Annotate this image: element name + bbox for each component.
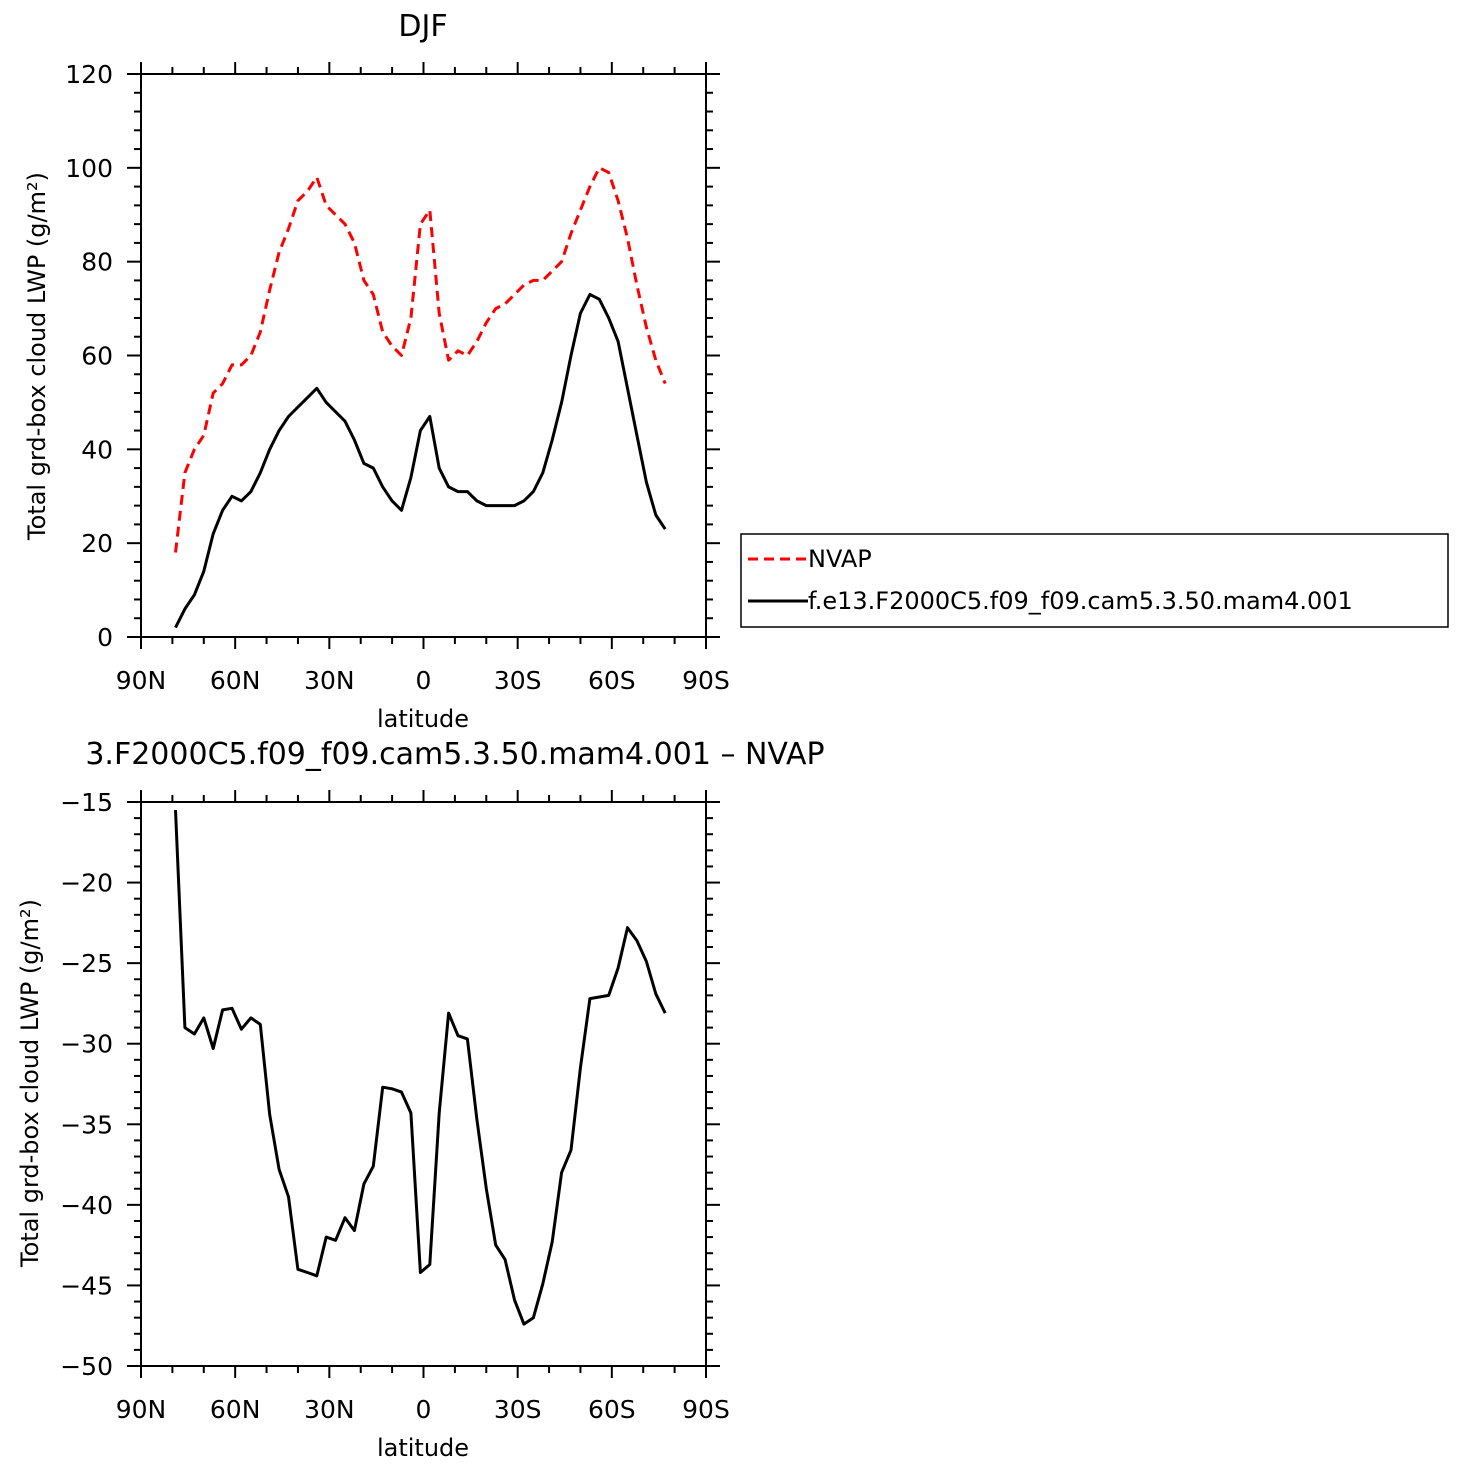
x-tick-label: 60N <box>210 666 261 695</box>
x-tick-label: 90N <box>116 666 167 695</box>
x-tick-label: 30N <box>304 666 355 695</box>
y-tick-label: −40 <box>60 1191 113 1220</box>
plot-frame <box>140 801 707 1367</box>
bottom-plot-area: 90N 60N 30N 0 30S 60S 90S −50 −45 −40 −35 −30 −25 −20… <box>60 788 730 1424</box>
y-tick-label: 0 <box>97 623 113 652</box>
series-line-0-0 <box>174 166 667 553</box>
y-tick-label: 120 <box>65 60 113 89</box>
y-tick-label: 80 <box>81 248 113 277</box>
bottom-y-axis-label: Total grd-box cloud LWP (g/m²) <box>16 899 44 1268</box>
y-tick-label: 40 <box>81 435 113 464</box>
legend-box <box>740 533 1449 628</box>
y-tick-label: −35 <box>60 1110 113 1139</box>
top-x-axis-label: latitude <box>377 705 469 733</box>
x-tick-label: 60N <box>210 1395 261 1424</box>
top-line-chart: DJF 90N 60N 30N 0 30S 60S 90S 0 20 40 60 80 100 120 l… <box>23 9 1449 733</box>
y-tick-label: 20 <box>81 529 113 558</box>
series-line-1-0 <box>174 810 667 1326</box>
x-tick-label: 90S <box>682 666 730 695</box>
legend-nvap-label: NVAP <box>808 545 872 573</box>
top-y-axis-label: Total grd-box cloud LWP (g/m²) <box>23 172 51 541</box>
top-plot-area: 90N 60N 30N 0 30S 60S 90S 0 20 40 60 80 100 120 <box>65 60 730 695</box>
x-tick-label: 30S <box>494 666 542 695</box>
series-line-0-1 <box>174 293 667 629</box>
x-tick-label: 90N <box>116 1395 167 1424</box>
bottom-chart-title: 3.F2000C5.f09_f09.cam5.3.50.mam4.001 – N… <box>85 737 824 772</box>
y-tick-label: −50 <box>60 1352 113 1381</box>
top-chart-legend: NVAP f.e13.F2000C5.f09_f09.cam5.3.50.mam… <box>740 533 1449 628</box>
x-tick-label: 0 <box>416 1395 432 1424</box>
x-tick-label: 90S <box>682 1395 730 1424</box>
x-tick-label: 30N <box>304 1395 355 1424</box>
y-tick-label: −20 <box>60 869 113 898</box>
legend-model-label: f.e13.F2000C5.f09_f09.cam5.3.50.mam4.001 <box>808 587 1353 615</box>
y-tick-label: −25 <box>60 949 113 978</box>
y-tick-label: −15 <box>60 788 113 817</box>
y-tick-label: −45 <box>60 1271 113 1300</box>
bottom-line-chart: 3.F2000C5.f09_f09.cam5.3.50.mam4.001 – N… <box>16 737 825 1462</box>
x-tick-label: 30S <box>494 1395 542 1424</box>
y-tick-label: −30 <box>60 1030 113 1059</box>
x-tick-label: 60S <box>588 666 636 695</box>
top-chart-title: DJF <box>398 9 447 44</box>
y-tick-label: 60 <box>81 342 113 371</box>
x-tick-label: 0 <box>416 666 432 695</box>
x-tick-label: 60S <box>588 1395 636 1424</box>
y-tick-label: 100 <box>65 154 113 183</box>
bottom-x-axis-label: latitude <box>377 1434 469 1462</box>
